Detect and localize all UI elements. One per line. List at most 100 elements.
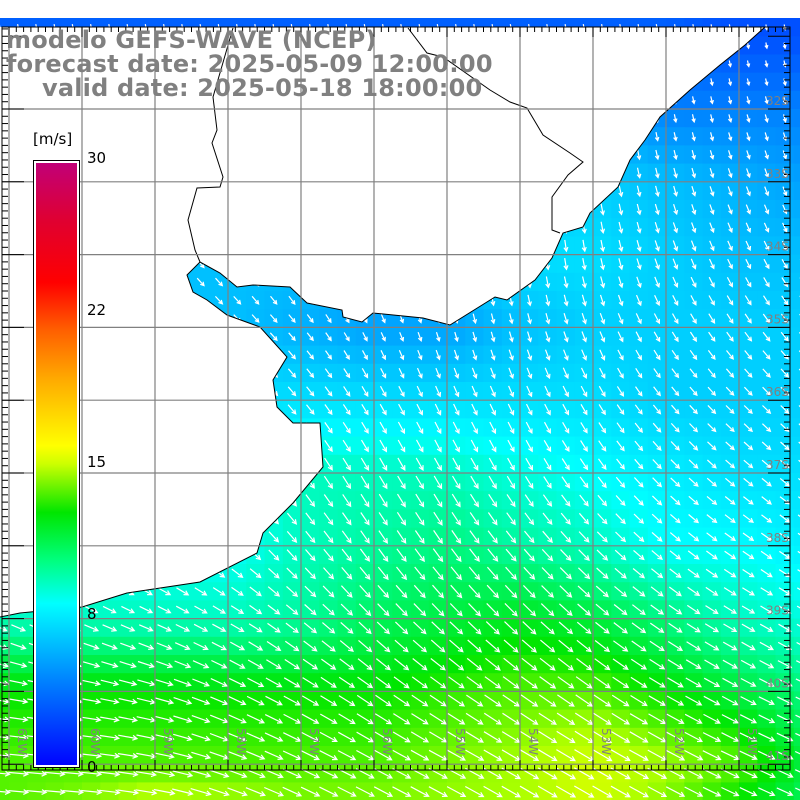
wind-arrow [757, 768, 776, 779]
wind-arrow [264, 714, 284, 724]
wind-arrow [613, 622, 628, 634]
wind-arrow [672, 240, 679, 252]
wind-arrow [466, 676, 484, 689]
wind-arrow [343, 350, 350, 360]
wind-arrow [8, 770, 30, 777]
wind-arrow [190, 769, 212, 778]
wind-arrow [431, 603, 445, 617]
wind-arrow [322, 603, 335, 616]
wind-arrow [341, 530, 352, 544]
wind-arrow [138, 642, 155, 650]
wind-arrow [520, 712, 539, 725]
wind-arrow [265, 695, 283, 706]
wind-arrow [538, 730, 558, 744]
wind-arrow [702, 750, 722, 761]
wind-arrow [342, 421, 351, 434]
wind-arrow [593, 694, 612, 707]
wind-arrow [506, 475, 516, 490]
wind-arrow [560, 530, 572, 543]
wind-arrow [761, 459, 772, 469]
wind-arrow [338, 676, 356, 689]
longitude-label: 60W [88, 728, 102, 755]
wind-arrow [707, 368, 716, 379]
wind-arrow [795, 732, 800, 737]
wind-arrow [286, 585, 299, 598]
speed-cell [793, 181, 800, 201]
wind-arrow [556, 730, 576, 744]
wind-arrow [360, 512, 370, 526]
wind-arrow [691, 204, 697, 216]
wind-arrow [780, 386, 790, 396]
wind-arrow [343, 332, 350, 342]
wind-arrow [759, 659, 775, 669]
wind-arrow [722, 659, 738, 669]
wind-arrow [323, 494, 334, 508]
wind-arrow [671, 386, 680, 397]
wind-arrow [743, 441, 754, 451]
wind-arrow [485, 621, 500, 635]
wind-arrow [379, 439, 388, 453]
wind-arrow [728, 132, 733, 142]
wind-arrow [413, 603, 427, 617]
wind-arrow [741, 641, 756, 651]
wind-arrow [396, 511, 407, 526]
wind-arrow [576, 621, 592, 634]
wind-arrow [360, 457, 370, 471]
speed-cell [793, 527, 800, 547]
wind-arrow [527, 294, 532, 307]
wind-arrow [684, 786, 704, 797]
wind-arrow [654, 258, 660, 270]
wind-arrow [633, 549, 645, 561]
wind-arrow [156, 642, 173, 650]
wind-arrow [726, 277, 733, 288]
wind-arrow [746, 132, 751, 142]
wind-arrow [654, 185, 660, 198]
forecast-date: forecast date: 2025-05-09 12:00:00 [6, 50, 493, 78]
wind-arrow [415, 439, 424, 453]
wind-arrow [430, 639, 446, 653]
wind-arrow [686, 623, 701, 633]
wind-arrow [502, 694, 521, 707]
wind-arrow [599, 349, 606, 361]
wind-arrow [466, 657, 483, 671]
wind-arrow [634, 458, 644, 470]
wind-arrow [342, 457, 351, 471]
wind-arrow [264, 786, 285, 797]
wind-arrow [522, 584, 536, 599]
speed-cell [793, 236, 800, 256]
wind-arrow [574, 785, 595, 798]
wind-arrow [761, 441, 772, 451]
wind-arrow [764, 42, 769, 50]
wind-arrow [600, 239, 606, 253]
wind-arrow [764, 114, 769, 124]
wind-arrow [706, 459, 717, 469]
wind-arrow [742, 532, 755, 542]
wind-arrow [526, 349, 533, 361]
wind-arrow [117, 789, 140, 796]
wind-arrow [581, 239, 587, 253]
model-title: modelo GEFS-WAVE (NCEP) [6, 26, 377, 54]
wind-arrow [723, 623, 738, 633]
wind-arrow [484, 694, 502, 707]
wind-arrow [246, 714, 266, 724]
wind-arrow [362, 332, 368, 342]
wind-arrow [670, 441, 680, 451]
wind-arrow [780, 368, 790, 378]
wind-arrow [102, 624, 118, 632]
wind-arrow [763, 240, 770, 252]
wind-arrow [153, 788, 176, 796]
wind-arrow [593, 676, 611, 689]
wind-arrow [652, 477, 663, 488]
wind-arrow [636, 149, 642, 161]
wind-arrow [26, 770, 48, 777]
wind-arrow [649, 658, 666, 670]
wind-arrow [668, 586, 682, 597]
speed-cell [793, 436, 800, 456]
wind-arrow [215, 277, 224, 287]
wind-arrow [743, 477, 754, 487]
wind-arrow [248, 641, 264, 651]
wind-arrow [743, 423, 754, 433]
wind-arrow [616, 386, 625, 397]
wind-arrow [507, 439, 515, 453]
wind-arrow [740, 696, 757, 706]
